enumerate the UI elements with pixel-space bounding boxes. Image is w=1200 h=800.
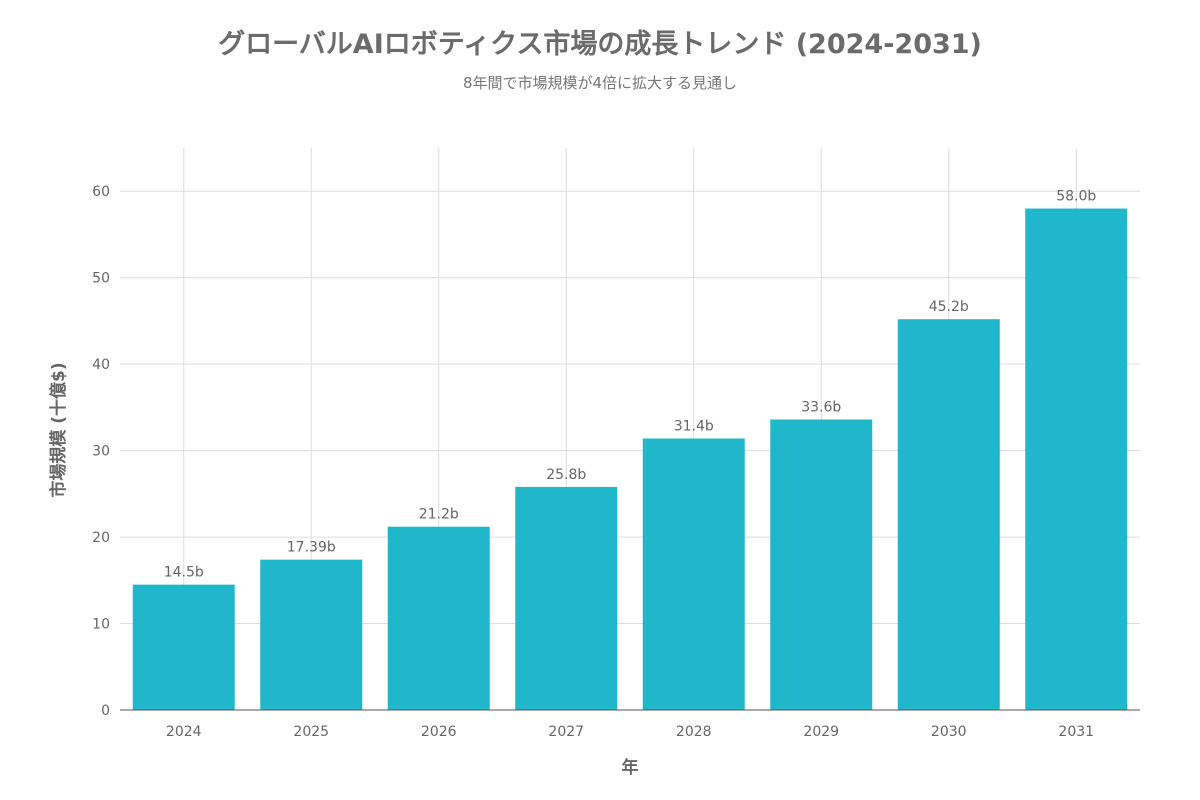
bar-2026 [387, 526, 490, 710]
x-tick-label: 2027 [548, 724, 584, 740]
data-label: 21.2b [419, 507, 459, 523]
x-tick-label: 2028 [676, 724, 712, 740]
y-tick-label: 60 [92, 184, 110, 200]
bar-2027 [515, 486, 618, 710]
x-tick-label: 2026 [421, 724, 457, 740]
y-axis-label: 市場規模 (十億$) [48, 362, 69, 497]
x-tick-label: 2030 [931, 724, 967, 740]
data-label: 17.39b [287, 540, 336, 556]
bar-2025 [260, 559, 363, 710]
bar-2028 [642, 438, 745, 710]
y-tick-label: 40 [92, 357, 110, 373]
bar-2030 [897, 319, 1000, 710]
x-tick-label: 2024 [166, 724, 202, 740]
data-label: 33.6b [801, 399, 841, 415]
chart-subtitle: 8年間で市場規模が4倍に拡大する見通し [462, 74, 738, 92]
x-axis-label: 年 [622, 757, 639, 778]
data-labels: 14.5b 17.39b 21.2b 25.8b 31.4b 33.6b 45.2b 58.0… [164, 189, 1097, 581]
data-label: 58.0b [1056, 189, 1096, 205]
y-tick-label: 20 [92, 530, 110, 546]
data-label: 14.5b [164, 565, 204, 581]
bars [132, 208, 1128, 710]
data-label: 25.8b [546, 467, 586, 483]
x-tick-label: 2029 [803, 724, 839, 740]
bar-2024 [132, 584, 235, 710]
x-tick-label: 2025 [293, 724, 329, 740]
bar-2029 [770, 419, 873, 710]
y-tick-label: 0 [101, 703, 110, 719]
y-tick-label: 50 [92, 271, 110, 287]
x-tick-label: 2031 [1058, 724, 1094, 740]
chart-title: グローバルAIロボティクス市場の成長トレンド (2024-2031) [218, 29, 982, 60]
y-tick-label: 30 [92, 444, 110, 460]
bar-2031 [1025, 208, 1128, 710]
data-label: 31.4b [674, 419, 714, 435]
data-label: 45.2b [929, 299, 969, 315]
y-tick-label: 10 [92, 617, 110, 633]
